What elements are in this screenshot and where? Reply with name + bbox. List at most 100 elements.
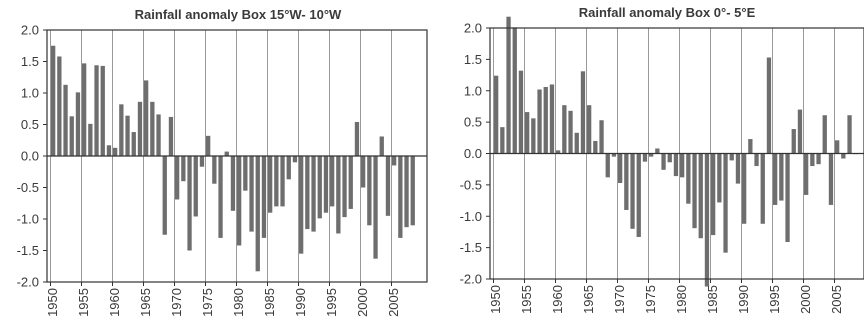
bar xyxy=(330,156,335,207)
x-tick-label: 2005 xyxy=(829,285,844,314)
chart-title: Rainfall anomaly Box 15°W- 10°W xyxy=(135,7,342,22)
y-tick-label: 0.0 xyxy=(464,146,482,161)
bar xyxy=(348,156,353,209)
x-axis-ticks: 1950 1955 1960 1965 1970 1975 1980 1985 1990 1995… xyxy=(45,282,401,317)
bar xyxy=(810,153,815,167)
bar xyxy=(261,156,267,238)
y-tick-label: -2.0 xyxy=(17,275,39,290)
y-tick-label: 0.5 xyxy=(21,117,39,132)
bar xyxy=(354,121,360,156)
y-tick-label: 0.0 xyxy=(21,149,39,164)
bar xyxy=(212,156,217,184)
bar xyxy=(692,153,697,229)
bar xyxy=(828,153,834,205)
bar xyxy=(305,156,310,230)
rainfall-chart-right: Rainfall anomaly Box 0°- 5°E 2.0 1.5 1.0 0.… xyxy=(460,5,864,314)
bar xyxy=(543,86,548,154)
bar xyxy=(512,27,517,154)
y-tick-label: 1.0 xyxy=(464,83,482,98)
bar xyxy=(525,112,530,154)
x-tick-label: 1970 xyxy=(169,288,184,317)
bar xyxy=(723,153,728,253)
bar xyxy=(367,156,372,226)
bar xyxy=(230,156,236,211)
bars xyxy=(494,16,858,287)
bar xyxy=(82,63,87,156)
bar xyxy=(785,153,790,242)
bar xyxy=(187,156,192,251)
bar xyxy=(137,101,143,156)
bar xyxy=(94,65,99,156)
bar xyxy=(125,115,130,156)
bar xyxy=(175,156,180,200)
bar xyxy=(106,145,112,156)
bar xyxy=(835,140,840,154)
bar xyxy=(144,80,149,156)
bar xyxy=(754,153,759,167)
bar xyxy=(574,132,579,154)
bar xyxy=(311,156,316,232)
bar xyxy=(342,156,347,218)
x-tick-label: 1950 xyxy=(488,285,503,314)
bar xyxy=(237,156,242,246)
bar xyxy=(611,153,617,157)
bar xyxy=(729,153,734,161)
x-tick-label: 1955 xyxy=(76,288,91,317)
bar xyxy=(206,135,211,156)
bar xyxy=(63,84,68,156)
x-tick-label: 1955 xyxy=(519,285,534,314)
y-tick-label: -0.5 xyxy=(460,177,482,192)
bar xyxy=(636,153,641,237)
rainfall-chart-left: Rainfall anomaly Box 15°W- 10°W 2.0 1.5 1.… xyxy=(17,7,428,317)
y-tick-label: 2.0 xyxy=(464,21,482,36)
y-tick-label: 0.5 xyxy=(464,115,482,130)
bar xyxy=(224,151,229,156)
bar xyxy=(255,156,260,272)
bar xyxy=(766,57,772,154)
bar xyxy=(791,129,796,154)
bar xyxy=(379,136,384,156)
x-tick-label: 1950 xyxy=(45,288,60,317)
bar xyxy=(280,156,285,207)
bar xyxy=(748,139,753,154)
bar xyxy=(385,156,391,216)
x-tick-label: 1980 xyxy=(674,285,689,314)
x-tick-label: 2000 xyxy=(355,288,370,317)
bar xyxy=(580,71,586,154)
x-axis-ticks: 1950 1955 1960 1965 1970 1975 1980 1985 1990 1995… xyxy=(488,279,844,314)
x-tick-label: 1985 xyxy=(705,285,720,314)
x-tick-label: 1965 xyxy=(581,285,596,314)
x-tick-label: 1970 xyxy=(612,285,627,314)
bar xyxy=(181,156,186,182)
bar xyxy=(404,156,409,228)
bar xyxy=(711,153,716,236)
bar xyxy=(249,156,254,232)
bar xyxy=(704,153,710,287)
bar xyxy=(680,153,685,178)
bar xyxy=(760,153,765,224)
bar xyxy=(593,140,598,154)
y-tick-label: 1.5 xyxy=(464,52,482,67)
bar xyxy=(156,114,161,156)
bar xyxy=(51,45,56,156)
bar xyxy=(162,156,167,235)
bar xyxy=(113,147,118,156)
bar xyxy=(556,150,561,154)
x-tick-label: 1990 xyxy=(736,285,751,314)
y-tick-label: -0.5 xyxy=(17,180,39,195)
x-tick-label: 2000 xyxy=(798,285,813,314)
y-tick-label: -1.0 xyxy=(17,212,39,227)
bar xyxy=(822,115,827,154)
y-tick-label: -1.0 xyxy=(460,209,482,224)
bar xyxy=(243,156,248,191)
bar xyxy=(131,132,136,156)
x-tick-label: 1995 xyxy=(767,285,782,314)
x-tick-label: 1960 xyxy=(550,285,565,314)
bar xyxy=(218,156,223,238)
bar xyxy=(292,156,298,163)
bar xyxy=(773,153,778,205)
bar xyxy=(373,156,378,259)
bar xyxy=(336,156,341,234)
bar xyxy=(686,153,691,204)
